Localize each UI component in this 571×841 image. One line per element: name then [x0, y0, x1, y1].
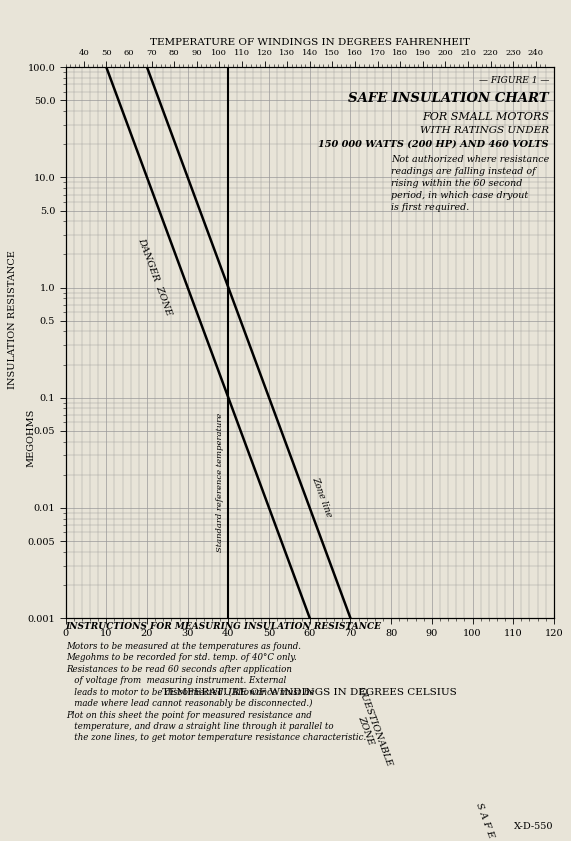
Text: Not authorized where resistance
readings are falling instead of
rising within th: Not authorized where resistance readings… [391, 156, 549, 212]
Text: S A F E   Z O N E: S A F E Z O N E [474, 801, 512, 841]
Text: QUESTIONABLE
ZONE: QUESTIONABLE ZONE [347, 685, 395, 771]
Text: MEGOHMS: MEGOHMS [27, 408, 36, 467]
Text: 150 000 WATTS (200 HP) AND 460 VOLTS: 150 000 WATTS (200 HP) AND 460 VOLTS [319, 140, 549, 149]
Text: FOR SMALL MOTORS: FOR SMALL MOTORS [422, 113, 549, 123]
Text: DANGER  ZONE: DANGER ZONE [136, 236, 174, 317]
Text: SAFE INSULATION CHART: SAFE INSULATION CHART [348, 92, 549, 105]
Text: WITH RATINGS UNDER: WITH RATINGS UNDER [420, 126, 549, 135]
Text: INSULATION RESISTANCE: INSULATION RESISTANCE [8, 250, 17, 389]
Text: INSTRUCTIONS FOR MEASURING INSULATION RESISTANCE: INSTRUCTIONS FOR MEASURING INSULATION RE… [66, 622, 381, 632]
Text: X-D-550: X-D-550 [514, 822, 554, 831]
Text: Zone line: Zone line [311, 476, 333, 519]
Text: — FIGURE 1 —: — FIGURE 1 — [478, 76, 549, 85]
Text: Standard reference temperature: Standard reference temperature [215, 413, 223, 552]
Text: Motors to be measured at the temperatures as found.
Megohms to be recorded for s: Motors to be measured at the temperature… [66, 642, 366, 743]
X-axis label: TEMPERATURE OF WINDINGS IN DEGREES FAHRENHEIT: TEMPERATURE OF WINDINGS IN DEGREES FAHRE… [150, 38, 470, 47]
X-axis label: TEMPERATURE OF WINDINGS IN DEGREES CELSIUS: TEMPERATURE OF WINDINGS IN DEGREES CELSI… [162, 688, 457, 696]
